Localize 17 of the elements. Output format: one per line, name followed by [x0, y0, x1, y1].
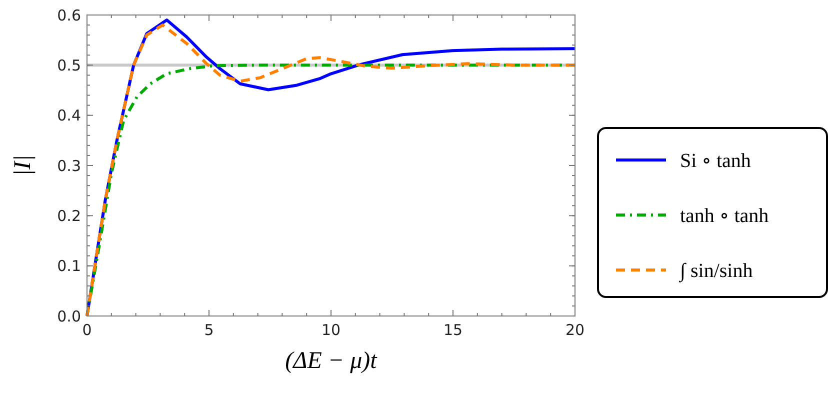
y-tick-label: 0.1: [57, 257, 81, 276]
legend-label: ∫ sin/sinh: [678, 260, 753, 283]
y-tick-label: 0.3: [57, 156, 81, 175]
x-tick-label: 20: [565, 321, 585, 339]
legend-label: tanh ∘ tanh: [680, 205, 769, 227]
x-tick-label: 0: [82, 321, 92, 339]
x-tick-label: 10: [321, 321, 341, 339]
x-tick-label: 15: [443, 321, 463, 339]
y-tick-label: 0.0: [57, 307, 81, 326]
y-tick-label: 0.6: [57, 6, 81, 24]
y-tick-label: 0.2: [57, 206, 81, 225]
y-tick-label: 0.4: [57, 106, 81, 125]
y-axis-title: |I|: [10, 154, 36, 176]
x-axis-title: (ΔE − μ)t: [285, 348, 378, 374]
x-tick-label: 5: [204, 321, 214, 339]
legend-label: Si ∘ tanh: [680, 150, 751, 172]
y-tick-label: 0.5: [57, 56, 81, 74]
